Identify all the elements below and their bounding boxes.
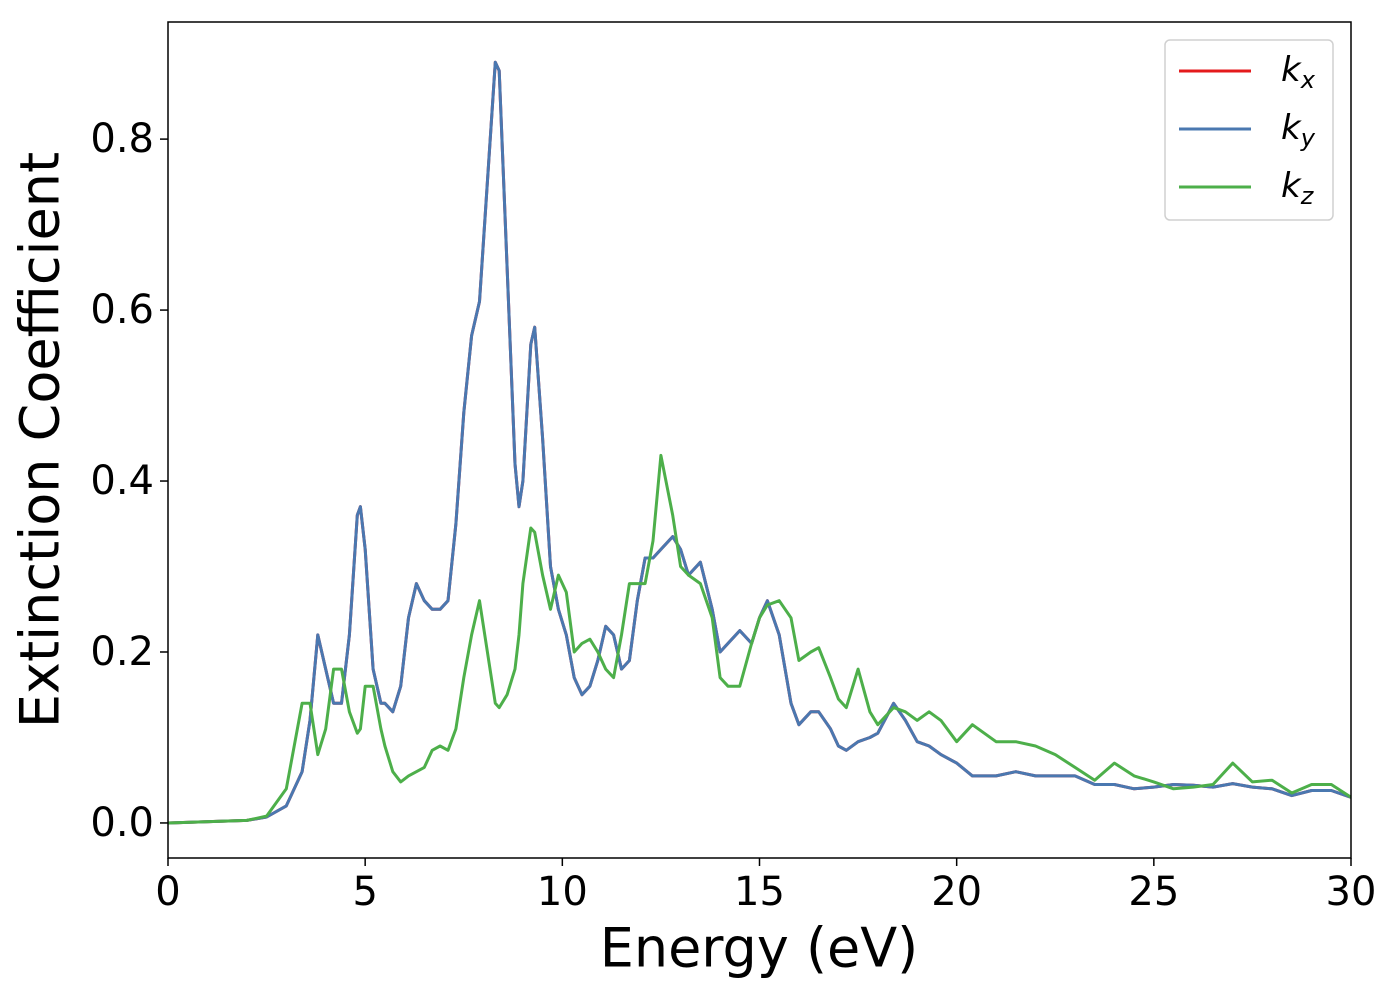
x-tick-label: 30: [1326, 869, 1377, 915]
series-line: [168, 60, 1351, 825]
x-tick-label: 25: [1128, 869, 1179, 915]
x-tick-label: 20: [931, 869, 982, 915]
legend-label: ky: [1281, 108, 1316, 153]
x-axis-label: Energy (eV): [600, 917, 919, 980]
y-tick-label: 0.8: [90, 116, 154, 162]
plot-frame: [167, 21, 1352, 859]
y-tick-label: 0.4: [90, 458, 154, 504]
y-tick-label: 0.6: [90, 287, 154, 333]
x-tick-label: 10: [537, 869, 588, 915]
x-tick-label: 5: [352, 869, 377, 915]
legend-label: kz: [1281, 166, 1315, 211]
y-tick-label: 0.2: [90, 629, 154, 675]
y-tick-label: 0.0: [90, 800, 154, 846]
x-tick-label: 15: [734, 869, 785, 915]
x-tick-label: 0: [155, 869, 180, 915]
series-line: [168, 453, 1351, 825]
y-axis-label: Extinction Coefficient: [9, 152, 72, 728]
legend-label: kx: [1281, 50, 1316, 95]
